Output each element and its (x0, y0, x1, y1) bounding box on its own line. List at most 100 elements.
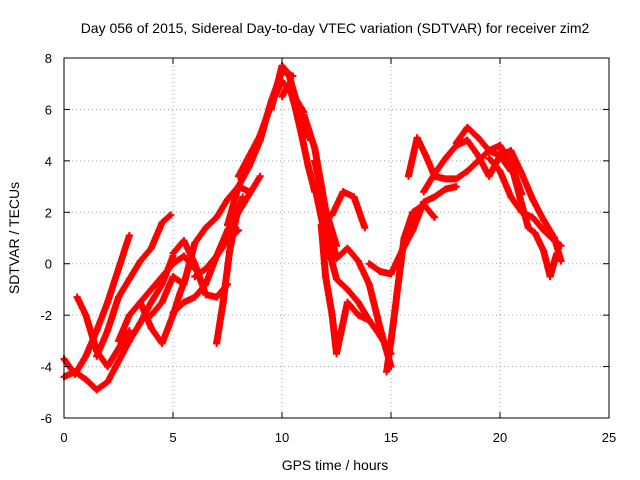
data-point (431, 193, 439, 201)
data-point (311, 144, 319, 152)
x-tick-label: 20 (493, 430, 507, 445)
data-point (420, 201, 428, 209)
data-point (540, 247, 548, 255)
data-point (442, 185, 449, 193)
series-arc-8 (169, 237, 231, 301)
data-point (285, 80, 293, 88)
data-point (169, 273, 177, 281)
data-point (452, 183, 460, 191)
data-point (213, 213, 221, 221)
data-point (104, 378, 112, 386)
data-point (115, 337, 122, 345)
series-arc-19 (317, 221, 373, 358)
data-point (82, 375, 90, 383)
data-point (115, 357, 122, 365)
data-point (339, 188, 347, 196)
data-point (546, 273, 554, 281)
data-point (350, 193, 358, 201)
data-point (496, 167, 504, 175)
data-point (496, 144, 504, 152)
data-point (452, 175, 460, 183)
data-point (125, 337, 133, 345)
y-tick-label: -4 (40, 360, 52, 375)
data-point (158, 298, 166, 306)
data-point (158, 280, 166, 288)
data-point (213, 252, 221, 260)
data-point (524, 224, 532, 232)
data-point (232, 213, 240, 221)
data-point (158, 339, 166, 347)
data-point (115, 345, 122, 353)
data-point (365, 316, 373, 324)
data-point (158, 273, 166, 281)
data-point (354, 311, 362, 319)
data-point (202, 280, 210, 288)
data-point (136, 319, 144, 327)
y-axis-label: SDTVAR / TECUs (6, 182, 22, 294)
data-point (343, 298, 351, 306)
data-point (93, 327, 101, 335)
data-point (409, 208, 417, 216)
data-point (400, 234, 408, 242)
chart-title: Day 056 of 2015, Sidereal Day-to-day VTE… (81, 20, 590, 36)
series-arc-3 (73, 293, 133, 371)
data-point (322, 273, 330, 281)
data-points (60, 62, 565, 394)
data-point (285, 69, 293, 77)
x-tick-label: 15 (384, 430, 398, 445)
data-point (147, 311, 155, 319)
data-point (191, 293, 199, 301)
data-point (354, 257, 362, 265)
y-tick-label: -6 (40, 411, 52, 426)
data-point (311, 183, 319, 191)
data-point (104, 363, 112, 371)
y-tick-label: 8 (45, 51, 52, 66)
data-point (93, 352, 101, 360)
data-point (191, 239, 199, 247)
data-point (234, 183, 242, 191)
data-point (442, 175, 449, 183)
data-point (136, 298, 144, 306)
data-point (485, 172, 493, 180)
data-point (328, 211, 336, 219)
x-tick-label: 5 (169, 430, 176, 445)
data-point (518, 201, 526, 209)
data-point (300, 111, 308, 119)
series-arc-20 (328, 188, 369, 232)
data-point (328, 311, 336, 319)
data-point (73, 293, 81, 301)
data-point (115, 293, 122, 301)
data-point (278, 93, 286, 101)
data-point (158, 219, 166, 227)
data-point (404, 172, 412, 180)
data-point (485, 154, 493, 162)
data-point (376, 267, 384, 275)
data-point (383, 368, 391, 376)
data-point (115, 265, 122, 273)
data-point (180, 298, 188, 306)
data-point (147, 324, 155, 332)
data-point (431, 170, 439, 178)
data-point (557, 242, 565, 250)
data-point (409, 226, 417, 234)
data-point (291, 103, 299, 111)
data-point (256, 172, 264, 180)
data-point (361, 224, 369, 232)
data-point (256, 131, 264, 139)
data-point (180, 252, 188, 260)
series-arc-4 (93, 211, 175, 360)
series-arc-26 (485, 154, 565, 250)
data-point (104, 298, 112, 306)
data-point (387, 270, 395, 278)
data-point (540, 216, 548, 224)
data-point (557, 257, 565, 265)
data-point (529, 195, 537, 203)
data-point (213, 339, 221, 347)
data-point (343, 244, 351, 252)
data-point (442, 154, 449, 162)
data-point (239, 193, 247, 201)
data-point (518, 170, 526, 178)
data-point (529, 213, 537, 221)
data-point (311, 157, 319, 165)
